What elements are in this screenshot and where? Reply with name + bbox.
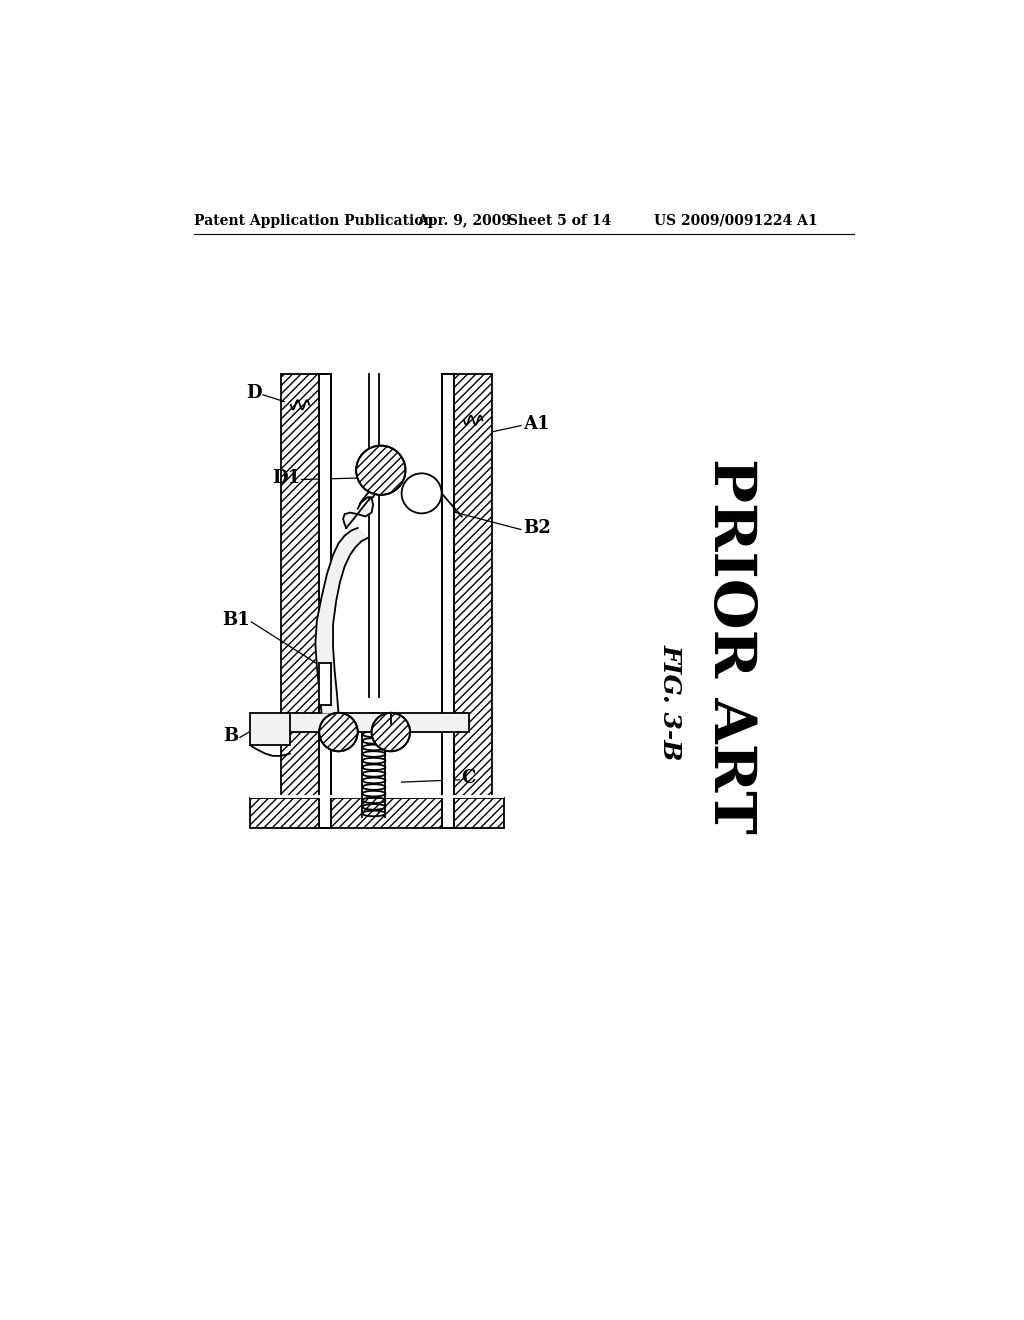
Circle shape	[319, 713, 357, 751]
Bar	[319, 663, 331, 705]
Text: D: D	[246, 384, 261, 403]
Text: A1: A1	[523, 414, 550, 433]
Polygon shape	[357, 488, 376, 508]
Text: Apr. 9, 2009: Apr. 9, 2009	[417, 214, 511, 228]
Polygon shape	[343, 498, 373, 528]
Bar	[442, 374, 454, 829]
Text: FIG. 3-B: FIG. 3-B	[658, 644, 683, 760]
Bar	[319, 374, 331, 829]
Bar	[370, 713, 378, 725]
Bar	[250, 795, 504, 797]
Bar	[250, 797, 504, 829]
Circle shape	[356, 446, 406, 495]
Bar	[454, 374, 493, 829]
Text: Patent Application Publication: Patent Application Publication	[194, 214, 433, 228]
Text: B: B	[223, 727, 239, 744]
Text: US 2009/0091224 A1: US 2009/0091224 A1	[654, 214, 818, 228]
Circle shape	[401, 474, 441, 513]
Text: PRIOR ART: PRIOR ART	[701, 458, 758, 834]
Circle shape	[372, 713, 410, 751]
Text: C: C	[462, 770, 476, 787]
Bar	[289, 713, 469, 733]
Text: B1: B1	[222, 611, 250, 630]
Text: D1: D1	[271, 469, 300, 487]
Text: Sheet 5 of 14: Sheet 5 of 14	[508, 214, 611, 228]
Polygon shape	[315, 528, 368, 713]
Bar	[442, 374, 454, 829]
Bar	[250, 713, 290, 744]
Bar	[281, 374, 319, 829]
Bar	[319, 374, 331, 829]
Text: B2: B2	[523, 519, 551, 537]
